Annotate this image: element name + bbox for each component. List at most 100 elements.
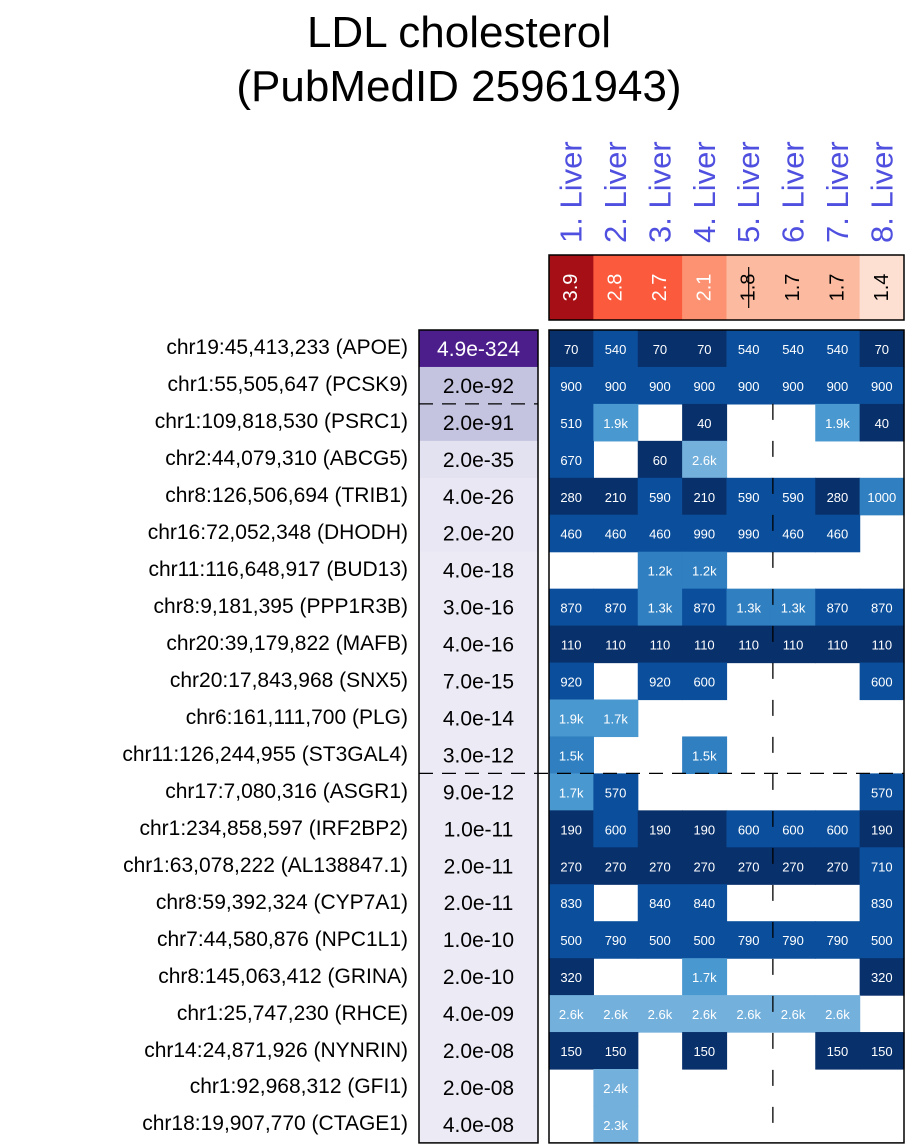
heatmap-cell: [637, 847, 683, 885]
heatmap-cell-label: 1.7k: [692, 970, 717, 985]
heatmap-cell: [593, 847, 639, 885]
tissue-header: 5. Liver: [731, 141, 766, 243]
heatmap-cell: [770, 625, 816, 664]
heatmap-cell: [593, 477, 639, 516]
pvalue-border: [418, 329, 539, 1144]
heatmap-cell-label: 870: [827, 601, 849, 616]
tissue-score-cell: [682, 255, 727, 320]
heatmap-cell: [682, 403, 728, 442]
heatmap-cell: [859, 366, 905, 405]
locus-label: chr8:59,392,324 (CYP7A1): [155, 890, 408, 914]
tissue-score-label: 1.7: [826, 274, 848, 302]
heatmap-cell-label: 270: [560, 859, 582, 874]
pvalue-cell: [419, 551, 538, 590]
heatmap-cell-label: 590: [782, 490, 804, 505]
heatmap-cell-label: 2.6k: [692, 1007, 717, 1022]
heatmap-cell-label: 1.3k: [736, 601, 761, 616]
heatmap-cell: [549, 1032, 594, 1070]
heatmap-cell-label: 150: [560, 1044, 582, 1059]
tissue-score-label: 2.1: [693, 274, 715, 302]
heatmap-cell: [859, 921, 905, 959]
heatmap-cell-label: 900: [693, 379, 715, 394]
pvalue-label: 1.0e-11: [444, 818, 514, 841]
heatmap-cell-label: 540: [827, 342, 849, 357]
locus-label: chr16:72,052,348 (DHODH): [147, 521, 408, 545]
heatmap-cell-label: 460: [827, 527, 849, 542]
heatmap-cell-label: 600: [827, 822, 849, 837]
heatmap-cell: [549, 810, 594, 848]
heatmap-cell-label: 790: [782, 933, 804, 948]
heatmap-cell-label: 600: [782, 822, 804, 837]
heatmap-cell-label: 270: [693, 859, 715, 874]
pvalue-cell: [419, 773, 538, 811]
heatmap-cell: [682, 958, 728, 996]
locus-label: chr1:234,858,597 (IRF2BP2): [139, 816, 409, 840]
heatmap-cell: [593, 1069, 639, 1107]
heatmap-cell-label: 70: [564, 342, 578, 357]
tissue-score-cell: [549, 255, 594, 320]
pvalue-cell: [419, 884, 538, 922]
heatmap-cell: [637, 366, 683, 405]
heatmap-cell: [815, 995, 861, 1033]
pvalue-cell: [419, 330, 538, 368]
locus-label: chr1:25,747,230 (RHCE): [176, 1001, 408, 1025]
pvalue-cell: [419, 1032, 538, 1070]
heatmap-cell: [682, 736, 728, 774]
heatmap-cell: [726, 921, 772, 959]
heatmap-cell-label: 150: [827, 1044, 849, 1059]
heatmap-cell: [815, 810, 861, 848]
heatmap-cell-label: 280: [560, 490, 582, 505]
heatmap-cell-label: 1.2k: [692, 564, 717, 579]
heatmap-cell: [549, 366, 594, 405]
pvalue-cell: [419, 995, 538, 1033]
heatmap-cell-label: 600: [738, 822, 760, 837]
heatmap-cell-label: 1.9k: [825, 416, 850, 431]
pvalue-cell: [419, 662, 538, 700]
tissue-score-cell: [859, 255, 905, 320]
heatmap-cell: [859, 625, 905, 664]
heatmap-cell: [549, 625, 594, 664]
heatmap-cell-label: 2.3k: [603, 1118, 628, 1133]
heatmap-cell-label: 500: [693, 933, 715, 948]
heatmap-cell: [682, 884, 728, 922]
chart-title-line1: LDL cholesterol: [306, 8, 612, 57]
heatmap-border: [548, 329, 905, 1144]
heatmap-cell-label: 900: [738, 379, 760, 394]
heatmap-cell-label: 500: [871, 933, 893, 948]
heatmap-cell-label: 190: [871, 822, 893, 837]
heatmap-cell-label: 40: [697, 416, 711, 431]
tissue-header: 8. Liver: [864, 141, 899, 243]
heatmap-cell-label: 870: [693, 601, 715, 616]
locus-label: chr7:44,580,876 (NPC1L1): [157, 927, 408, 951]
tissue-header: 6. Liver: [776, 141, 811, 243]
locus-label: chr1:109,818,530 (PSRC1): [154, 410, 408, 434]
heatmap-cell-label: 510: [560, 416, 582, 431]
heatmap-cell: [637, 662, 683, 701]
heatmap-cell-label: 590: [738, 490, 760, 505]
heatmap-cell-label: 190: [649, 822, 671, 837]
pvalue-cell: [419, 366, 538, 405]
heatmap-cell-label: 790: [827, 933, 849, 948]
heatmap-cell: [682, 625, 728, 664]
heatmap-cell-label: 840: [693, 896, 715, 911]
heatmap-cell: [815, 330, 861, 368]
heatmap-cell-label: 1.5k: [692, 748, 717, 763]
pvalue-cell: [419, 477, 538, 516]
heatmap-cell-label: 540: [738, 342, 760, 357]
heatmap-cell: [726, 847, 772, 885]
heatmap-cell: [549, 847, 594, 885]
heatmap-cell-label: 900: [827, 379, 849, 394]
heatmap-cell: [637, 995, 683, 1033]
pvalue-label: 2.0e-10: [443, 966, 514, 989]
heatmap-cell-label: 900: [782, 379, 804, 394]
heatmap-cell: [682, 588, 728, 627]
heatmap-cell-label: 1.3k: [648, 601, 673, 616]
heatmap-cell: [682, 330, 728, 368]
heatmap-cell-label: 500: [560, 933, 582, 948]
heatmap-cell: [726, 625, 772, 664]
heatmap-cell-label: 2.6k: [603, 1007, 628, 1022]
locus-label: chr2:44,079,310 (ABCG5): [165, 447, 408, 471]
heatmap-cell: [859, 958, 905, 996]
heatmap-cell: [815, 477, 861, 516]
